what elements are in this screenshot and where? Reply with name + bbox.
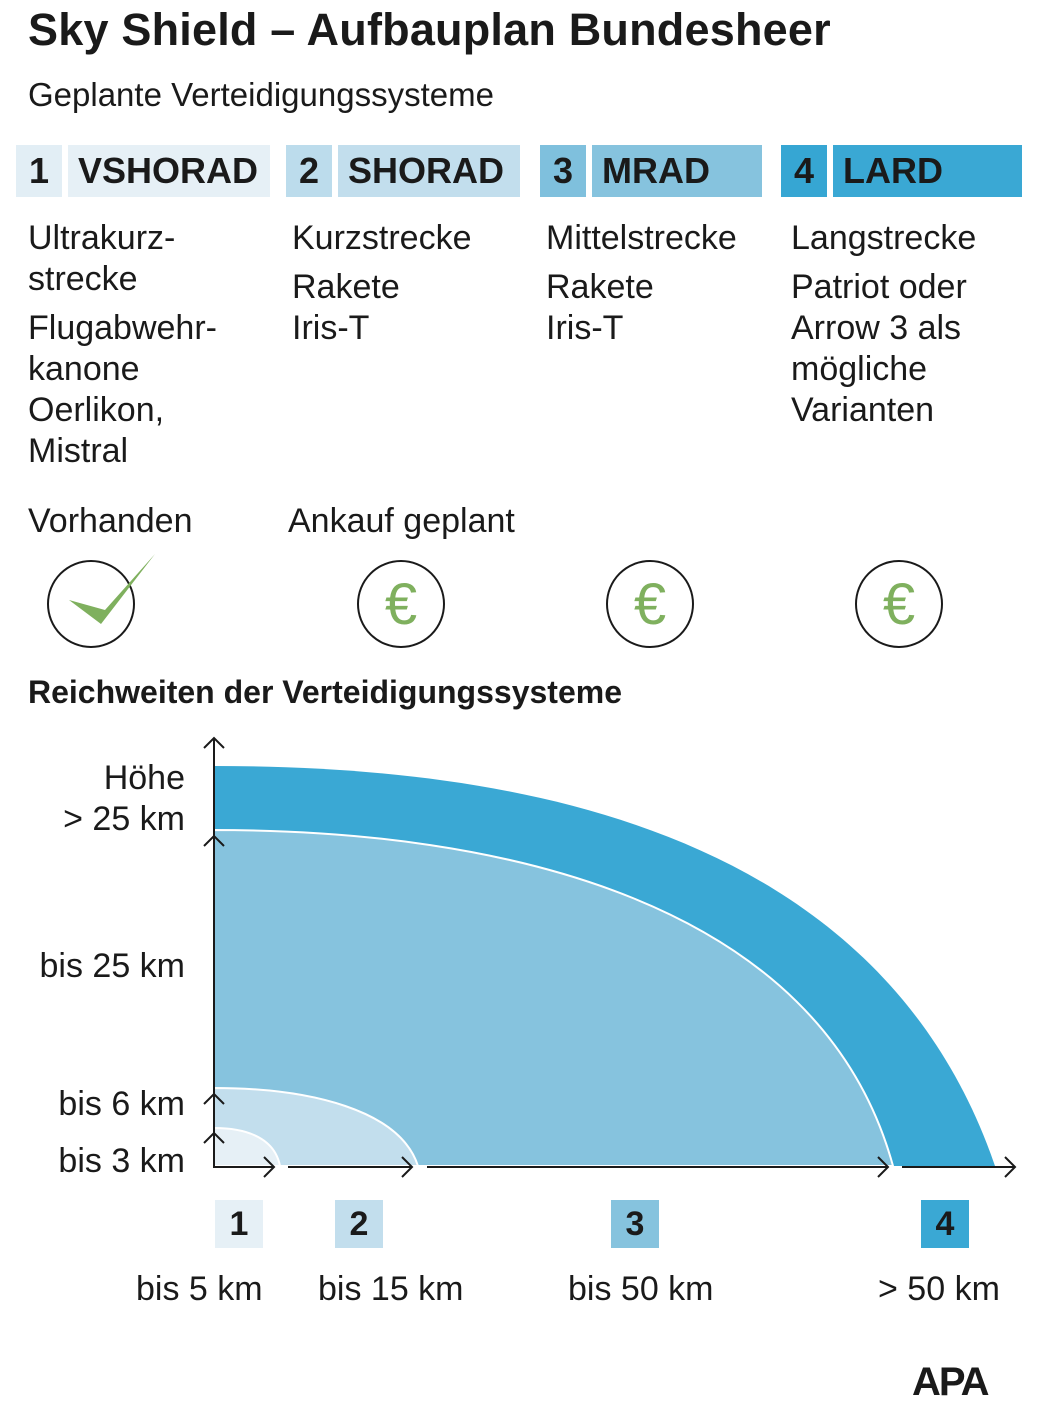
system-header-3: 3 MRAD (540, 145, 762, 197)
x-label-3: bis 50 km (568, 1270, 714, 1308)
system-description-1: Ultrakurz-strecke Flugabwehr-kanone Oerli… (28, 218, 217, 480)
status-circle-4: € (855, 560, 943, 648)
y-label-3: bis 25 km (39, 947, 186, 985)
x-system-1: 1 (215, 1200, 263, 1248)
desc-line: Patriot oder (791, 268, 967, 306)
desc-line: Rakete (546, 268, 654, 306)
desc-line: Kurzstrecke (292, 219, 472, 257)
system-description-4: Langstrecke Patriot oder Arrow 3 als mögli… (791, 218, 976, 439)
system-description-2: Kurzstrecke Rakete Iris-T (292, 218, 472, 357)
status-circle-1 (47, 554, 155, 648)
desc-line: Ultrakurz- (28, 219, 176, 257)
desc-line: Arrow 3 als (791, 309, 962, 347)
x-system-2: 2 (335, 1200, 383, 1248)
system-name: SHORAD (338, 145, 520, 197)
system-header-4: 4 LARD (781, 145, 1022, 197)
desc-line: Flugabwehr- (28, 309, 217, 347)
system-name: VSHORAD (68, 145, 270, 197)
status-circle-3: € (606, 560, 694, 648)
system-header-1: 1 VSHORAD (16, 145, 270, 197)
system-number: 2 (286, 145, 332, 197)
system-number: 3 (540, 145, 586, 197)
desc-line: Iris-T (546, 309, 624, 347)
x-label-1: bis 5 km (136, 1270, 263, 1308)
x-system-3: 3 (611, 1200, 659, 1248)
y-label-1: bis 3 km (58, 1142, 185, 1180)
status-planned: Ankauf geplant (288, 502, 515, 540)
status-circle-2: € (357, 560, 445, 648)
euro-icon: € (633, 571, 667, 637)
apa-logo: APA (912, 1360, 989, 1404)
subtitle: Geplante Verteidigungssysteme (28, 76, 494, 113)
check-icon (69, 554, 155, 624)
mrad-area (213, 828, 895, 1167)
desc-line: strecke (28, 260, 138, 298)
desc-line: mögliche (791, 350, 928, 388)
y-label-2: bis 6 km (58, 1085, 185, 1123)
y-label-text: Höhe (103, 759, 185, 797)
desc-line: Iris-T (292, 309, 370, 347)
section-title: Reichweiten der Verteidigungssysteme (28, 674, 622, 710)
system-description-3: Mittelstrecke Rakete Iris-T (546, 218, 737, 357)
system-header-2: 2 SHORAD (286, 145, 520, 197)
y-label-text: > 25 km (63, 800, 185, 838)
system-name: LARD (833, 145, 1022, 197)
x-label-2: bis 15 km (318, 1270, 464, 1308)
desc-line: kanone (28, 350, 140, 388)
vshorad-area (213, 1126, 282, 1167)
system-number: 1 (16, 145, 62, 197)
desc-line: Langstrecke (791, 219, 977, 257)
x-label-4: > 50 km (878, 1270, 1000, 1308)
euro-icon: € (882, 571, 916, 637)
page-title: Sky Shield – Aufbauplan Bundesheer (28, 4, 831, 55)
desc-line: Oerlikon, (28, 391, 165, 429)
desc-line: Mistral (28, 432, 129, 470)
desc-line: Rakete (292, 268, 400, 306)
y-label-4: Höhe > 25 km (63, 758, 185, 840)
x-system-4: 4 (921, 1200, 969, 1248)
status-existing: Vorhanden (28, 502, 193, 540)
desc-line: Varianten (791, 391, 935, 429)
system-number: 4 (781, 145, 827, 197)
system-name: MRAD (592, 145, 762, 197)
euro-icon: € (384, 571, 418, 637)
desc-line: Mittelstrecke (546, 219, 737, 257)
